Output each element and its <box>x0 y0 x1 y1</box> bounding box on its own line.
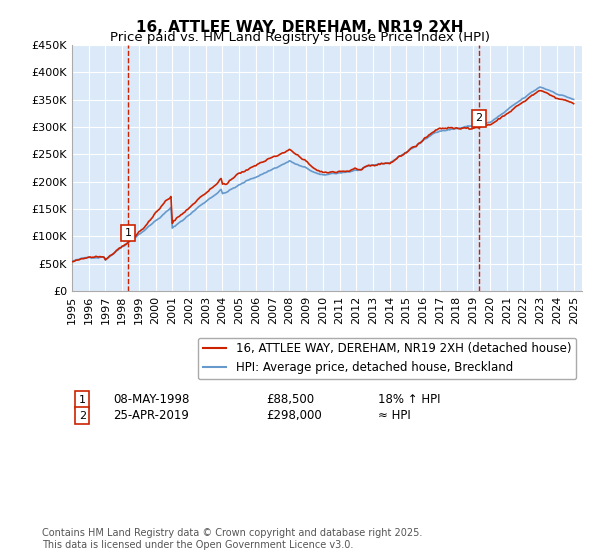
Text: 25-APR-2019: 25-APR-2019 <box>113 409 188 422</box>
Text: 08-MAY-1998: 08-MAY-1998 <box>113 393 189 406</box>
Text: £88,500: £88,500 <box>266 393 314 406</box>
Text: 1: 1 <box>79 395 86 405</box>
Text: ≈ HPI: ≈ HPI <box>378 409 411 422</box>
Text: 2: 2 <box>475 113 482 123</box>
Text: 18% ↑ HPI: 18% ↑ HPI <box>378 393 440 406</box>
Text: 16, ATTLEE WAY, DEREHAM, NR19 2XH: 16, ATTLEE WAY, DEREHAM, NR19 2XH <box>136 20 464 35</box>
Legend: 16, ATTLEE WAY, DEREHAM, NR19 2XH (detached house), HPI: Average price, detached: 16, ATTLEE WAY, DEREHAM, NR19 2XH (detac… <box>198 338 576 379</box>
Text: 2: 2 <box>79 410 86 421</box>
Text: 1: 1 <box>125 228 131 238</box>
Text: £298,000: £298,000 <box>266 409 322 422</box>
Text: Contains HM Land Registry data © Crown copyright and database right 2025.
This d: Contains HM Land Registry data © Crown c… <box>42 528 422 550</box>
Text: Price paid vs. HM Land Registry's House Price Index (HPI): Price paid vs. HM Land Registry's House … <box>110 31 490 44</box>
